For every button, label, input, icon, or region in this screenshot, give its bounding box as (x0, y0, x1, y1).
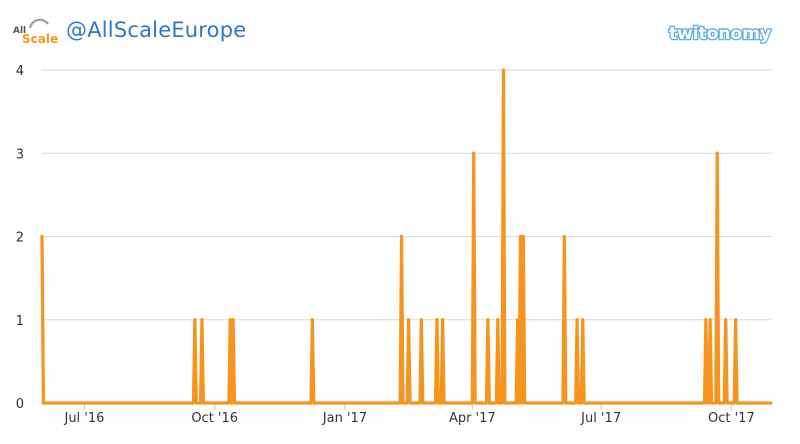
data-point (501, 68, 506, 72)
data-point (521, 234, 525, 239)
data-point (575, 318, 579, 322)
data-point (724, 318, 728, 322)
twitonomy-logo-text: twitonomy (669, 24, 771, 44)
data-point (231, 318, 235, 322)
allscale-logo: All Scale (13, 18, 58, 46)
data-point (472, 151, 476, 155)
data-point (40, 234, 44, 239)
data-point (200, 318, 204, 322)
data-point (399, 234, 404, 239)
y-tick-label: 2 (16, 231, 24, 246)
data-point (407, 318, 411, 322)
data-point (419, 318, 423, 322)
x-tick-label: Oct '16 (191, 411, 238, 426)
data-point (704, 318, 708, 322)
data-point (562, 234, 566, 239)
data-point (310, 318, 314, 322)
account-handle[interactable]: @AllScaleEurope (66, 18, 247, 42)
y-tick-label: 4 (16, 64, 24, 79)
twitonomy-logo[interactable]: twitonomy (666, 20, 774, 46)
x-tick-label: Oct '17 (708, 411, 755, 426)
data-point (496, 318, 500, 322)
chart-header: All Scale @AllScaleEurope twitonomy (0, 0, 800, 56)
x-tick-label: Jul '16 (63, 411, 104, 426)
logo-text-all: All (13, 26, 26, 36)
data-point (715, 151, 719, 155)
data-point (435, 318, 439, 322)
data-point (516, 318, 520, 322)
x-tick-label: Apr '17 (449, 411, 496, 426)
data-point (486, 318, 490, 322)
data-point (518, 234, 523, 239)
series-line (40, 68, 773, 405)
y-tick-label: 0 (16, 397, 24, 412)
x-tick-label: Jul '17 (580, 411, 621, 426)
y-tick-label: 3 (16, 147, 24, 162)
logo-text-scale: Scale (22, 32, 58, 46)
x-tick-label: Jan '17 (322, 411, 367, 426)
data-point (193, 318, 197, 322)
data-point (708, 318, 712, 322)
data-point (228, 318, 232, 322)
data-point (440, 318, 445, 322)
data-point (581, 318, 585, 322)
y-tick-label: 1 (16, 314, 24, 329)
data-point (734, 318, 738, 322)
